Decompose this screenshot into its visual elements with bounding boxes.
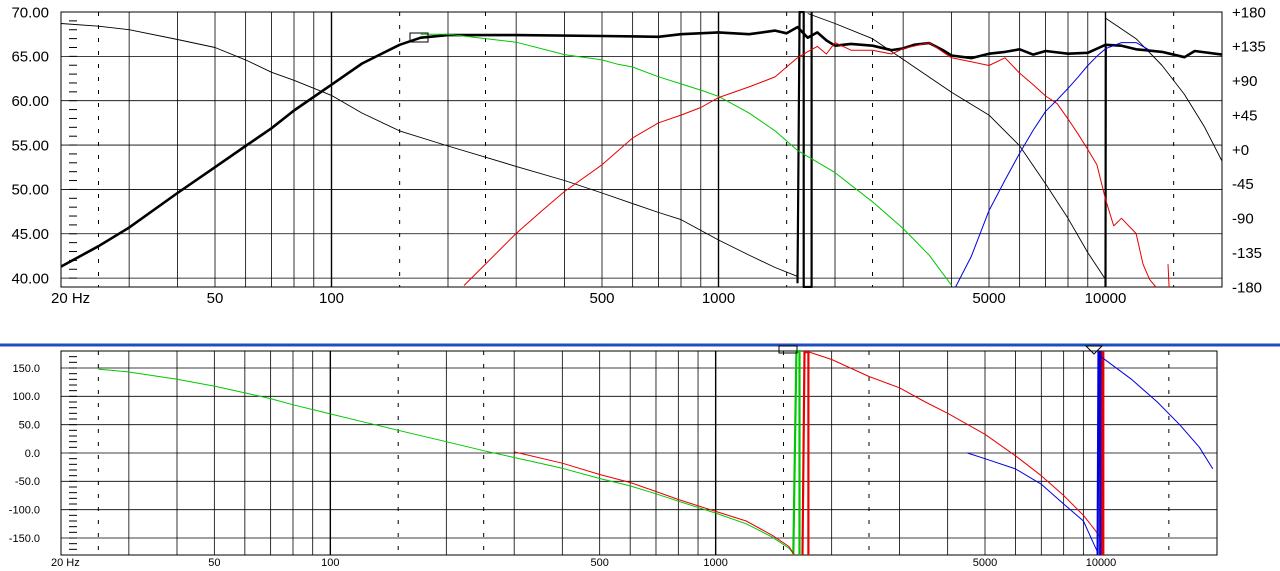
y-tick-label: 50.00 (11, 182, 49, 199)
y2-tick-label: -45 (1232, 176, 1254, 193)
cursor-marker[interactable] (778, 345, 798, 354)
y-tick-label: -150.0 (9, 533, 40, 545)
series-group (61, 11, 1222, 288)
x-tick-label: 20 Hz (51, 290, 90, 307)
series-line-1 (792, 350, 801, 556)
y-tick-label: 70.00 (11, 4, 49, 21)
x-tick-label: 10000 (1085, 290, 1127, 307)
series-line-3 (1105, 17, 1222, 162)
y-tick-label: 65.00 (11, 49, 49, 66)
cursor-triangle-marker[interactable] (1084, 345, 1104, 355)
y2-tick-label: -180 (1232, 279, 1262, 296)
x-tick-label: 50 (208, 557, 220, 569)
series-line-7 (1096, 351, 1102, 556)
y2-tick-label: -135 (1232, 245, 1262, 262)
y2-tick-label: +135 (1232, 39, 1266, 56)
plot-frame (60, 11, 1223, 288)
series-line-3 (801, 351, 810, 556)
y-tick-label: 40.00 (11, 270, 49, 287)
y2-tick-label: +90 (1232, 73, 1257, 90)
y-tick-label: 55.00 (11, 137, 49, 154)
x-tick-label: 1000 (702, 290, 735, 307)
x-tick-label: 50 (207, 290, 224, 307)
y-tick-label: 60.00 (11, 93, 49, 110)
y2-tick-label: +45 (1232, 107, 1257, 124)
bottom-phase-plot: 150.0 100.0 50.0 0.0 -50.0 -100.0 -150.0 20 Hz 5… (9, 345, 1218, 569)
x-tick-label: 20 Hz (51, 557, 80, 569)
y2-tick-label: +0 (1232, 142, 1249, 159)
series-line-8 (1167, 264, 1170, 288)
y-tick-label: 100.0 (12, 391, 40, 403)
y-tick-label: -50.0 (15, 476, 40, 488)
y-tick-label: 45.00 (11, 226, 49, 243)
y2-tick-label: +180 (1232, 4, 1266, 21)
x-tick-label: 100 (321, 557, 339, 569)
cursor-marker[interactable] (409, 32, 429, 43)
series-line-6 (420, 33, 952, 286)
y-tick-label: 50.0 (19, 420, 40, 432)
series-line-9 (955, 42, 1150, 288)
y-tick-label: 150.0 (12, 363, 40, 375)
x-tick-label: 500 (589, 290, 614, 307)
y-tick-label: -100.0 (9, 505, 40, 517)
x-tick-label: 100 (319, 290, 344, 307)
x-tick-label: 500 (590, 557, 608, 569)
x-tick-label: 5000 (973, 557, 997, 569)
series-group (98, 350, 1214, 556)
y-tick-label: 0.0 (25, 448, 40, 460)
tick-labels: 150.0 100.0 50.0 0.0 -50.0 -100.0 -150.0 20 Hz 5… (9, 363, 1117, 569)
x-tick-label: 5000 (972, 290, 1005, 307)
y2-tick-label: -90 (1232, 211, 1254, 228)
series-line-8 (1100, 356, 1214, 470)
x-tick-label: 10000 (1086, 557, 1117, 569)
series-line-6 (967, 452, 1099, 553)
series-line-5 (1100, 351, 1105, 556)
x-tick-label: 1000 (703, 557, 727, 569)
